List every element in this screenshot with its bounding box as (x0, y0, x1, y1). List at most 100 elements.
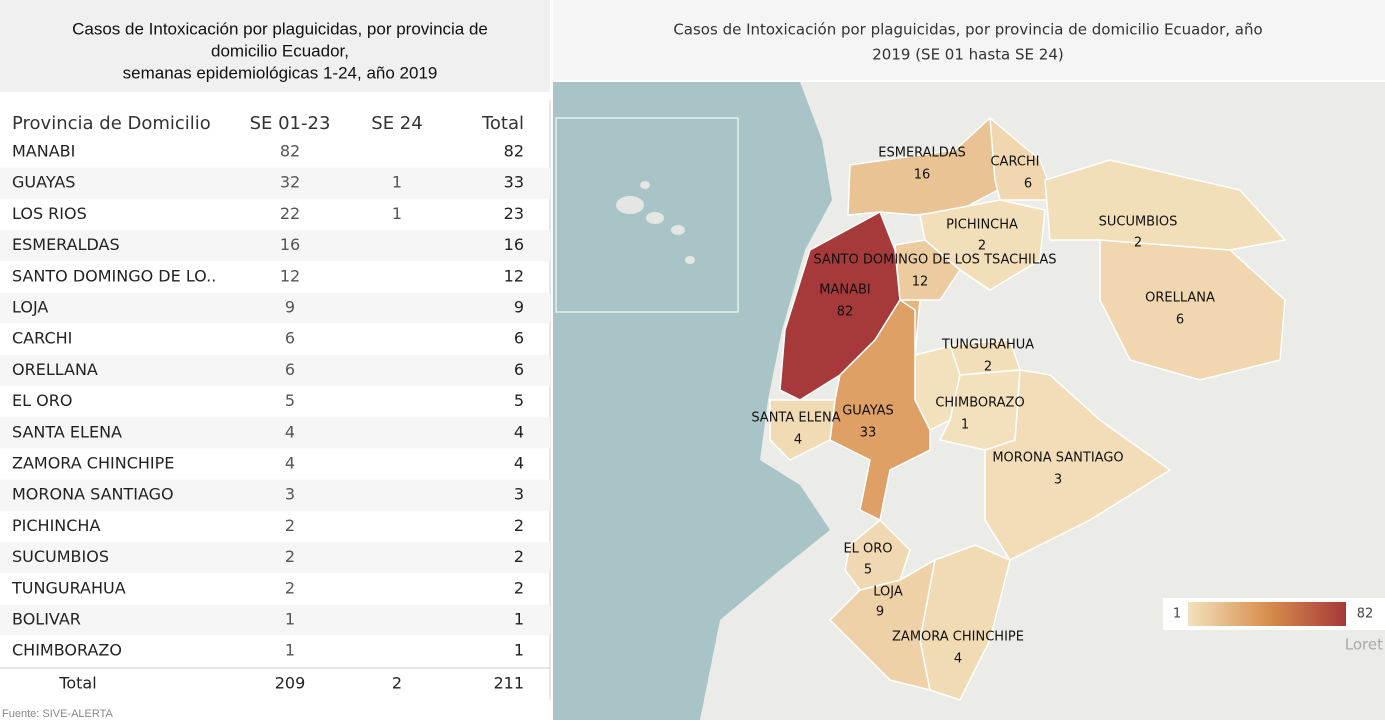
cell-name: MANABI (12, 142, 75, 161)
cell-name: MORONA SANTIAGO (12, 485, 174, 504)
total-cell: Total (58, 674, 96, 693)
cell-number: 1 (392, 173, 402, 192)
cell-number: 2 (285, 547, 295, 566)
cell-name: PICHINCHA (12, 516, 100, 535)
region (829, 298, 931, 522)
cell-number: 1 (392, 204, 402, 223)
cell-name: SANTA ELENA (12, 422, 122, 441)
cell-number: 6 (514, 360, 524, 379)
column-header: SE 24 (371, 113, 422, 134)
total-cell: 2 (392, 674, 402, 693)
row-stripe (0, 230, 550, 262)
region-value: 33 (860, 426, 877, 441)
cell-number: 2 (285, 578, 295, 597)
region-value: 2 (1134, 236, 1142, 251)
cell-name: SUCUMBIOS (12, 547, 109, 566)
cell-name: ZAMORA CHINCHIPE (12, 454, 174, 473)
cell-name: CARCHI (12, 329, 72, 348)
map-title-bg (553, 0, 1385, 80)
region-name: SANTA ELENA (751, 411, 840, 426)
row-stripe (0, 292, 550, 324)
cell-number: 82 (504, 142, 524, 161)
region-name: EL ORO (843, 542, 892, 557)
region-value: 6 (1176, 313, 1184, 328)
cell-name: GUAYAS (12, 173, 75, 192)
cell-number: 32 (280, 173, 300, 192)
cell-name: LOS RIOS (12, 204, 87, 223)
cell-number: 5 (285, 391, 295, 410)
cell-name: LOJA (12, 298, 48, 317)
cell-number: 4 (285, 454, 295, 473)
region-name: ESMERALDAS (878, 146, 965, 161)
cell-name: BOLIVAR (12, 610, 81, 629)
cell-name: EL ORO (12, 391, 72, 410)
cell-number: 2 (514, 547, 524, 566)
region-value: 4 (954, 652, 962, 667)
cell-number: 6 (514, 329, 524, 348)
cell-number: 1 (514, 610, 524, 629)
region-value: 1 (961, 418, 969, 433)
legend-gradient (1188, 602, 1346, 626)
row-stripe (0, 604, 550, 636)
region-name: MORONA SANTIAGO (992, 451, 1123, 466)
row-stripe (0, 417, 550, 449)
cell-number: 16 (504, 235, 524, 254)
cell-name: ESMERALDAS (12, 235, 120, 254)
region-value: 6 (1024, 177, 1032, 192)
map-title: 2019 (SE 01 hasta SE 24) (872, 46, 1063, 64)
cell-number: 2 (514, 516, 524, 535)
table-title: Casos de Intoxicación por plaguicidas, p… (72, 19, 488, 38)
region (894, 239, 961, 301)
cell-number: 16 (280, 235, 300, 254)
cell-number: 1 (285, 641, 295, 660)
cell-number: 9 (285, 298, 295, 317)
row-stripe (0, 542, 550, 574)
column-header: Total (481, 113, 524, 134)
row-stripe (0, 479, 550, 511)
region-name: MANABI (819, 283, 870, 298)
region-value: 2 (984, 360, 992, 375)
table-title: domicilio Ecuador, (211, 41, 349, 60)
cell-number: 23 (504, 204, 524, 223)
region-name: ORELLANA (1145, 291, 1215, 306)
galapagos-frame (555, 117, 739, 313)
region-value: 4 (794, 433, 802, 448)
watermark: Loret (1345, 636, 1383, 654)
region (989, 116, 1057, 201)
legend-min: 1 (1173, 607, 1181, 622)
cell-number: 9 (514, 298, 524, 317)
region-value: 12 (912, 275, 929, 290)
cell-number: 2 (285, 516, 295, 535)
cell-number: 12 (504, 266, 524, 285)
column-header: Provincia de Domicilio (12, 113, 211, 134)
map-title: Casos de Intoxicación por plaguicidas, p… (673, 21, 1262, 39)
cell-number: 3 (514, 485, 524, 504)
region-name: TUNGURAHUA (941, 338, 1034, 353)
region-value: 16 (914, 168, 931, 183)
region-name: SUCUMBIOS (1099, 215, 1178, 230)
cell-name: TUNGURAHUA (11, 578, 126, 597)
region-name: SANTO DOMINGO DE LOS TSACHILAS (813, 253, 1056, 268)
table-title-bg (0, 0, 550, 92)
total-cell: 211 (493, 674, 524, 693)
cell-name: SANTO DOMINGO DE LO.. (12, 266, 216, 285)
cell-number: 1 (514, 641, 524, 660)
region-name: GUAYAS (842, 404, 894, 419)
region (938, 369, 1021, 451)
cell-number: 4 (514, 454, 524, 473)
region-name: CARCHI (990, 155, 1039, 170)
cell-number: 6 (285, 360, 295, 379)
region (844, 518, 911, 591)
cell-number: 3 (285, 485, 295, 504)
region-name: PICHINCHA (946, 218, 1018, 233)
legend-max: 82 (1357, 607, 1374, 622)
source: Fuente: SIVE-ALERTA (2, 708, 114, 720)
region (1099, 239, 1286, 381)
column-header: SE 01-23 (250, 113, 331, 134)
row-stripe (0, 354, 550, 386)
region-name: LOJA (873, 585, 903, 600)
region (919, 544, 1011, 701)
region-value: 3 (1054, 473, 1062, 488)
cell-number: 4 (514, 422, 524, 441)
